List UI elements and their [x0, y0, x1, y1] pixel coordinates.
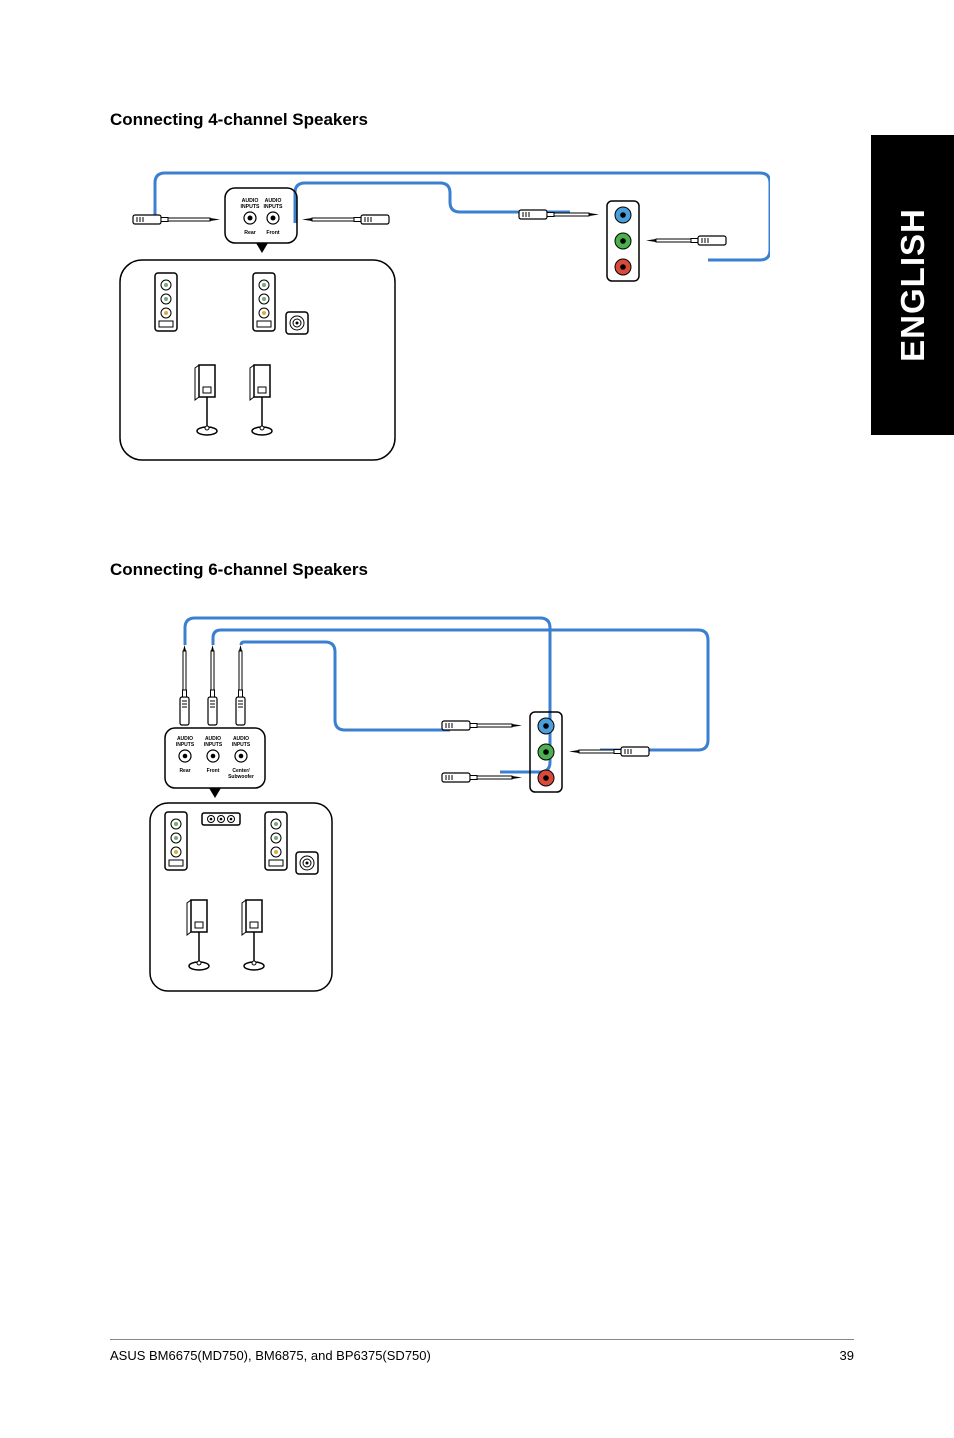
- heading-6channel: Connecting 6-channel Speakers: [110, 560, 854, 580]
- diagram-6channel: AUDIO INPUTS AUDIO INPUTS AUDIO INPUTS R…: [110, 610, 740, 1000]
- svg-text:INPUTS: INPUTS: [232, 742, 251, 748]
- svg-text:Rear: Rear: [244, 230, 256, 236]
- svg-text:INPUTS: INPUTS: [263, 204, 283, 210]
- svg-text:Front: Front: [266, 230, 280, 236]
- svg-text:INPUTS: INPUTS: [204, 742, 223, 748]
- page-content: Connecting 4-channel Speakers AUDIO INPU…: [0, 0, 954, 1000]
- svg-text:Front: Front: [207, 768, 220, 774]
- footer-page-number: 39: [840, 1348, 854, 1363]
- svg-text:Rear: Rear: [179, 768, 190, 774]
- diagram-4channel: AUDIO INPUTS AUDIO INPUTS Rear Front: [110, 160, 770, 470]
- section-6channel: Connecting 6-channel Speakers: [110, 560, 854, 1000]
- svg-text:INPUTS: INPUTS: [176, 742, 195, 748]
- language-tab-label: ENGLISH: [894, 208, 932, 362]
- language-tab: ENGLISH: [871, 135, 954, 435]
- section-4channel: Connecting 4-channel Speakers AUDIO INPU…: [110, 110, 854, 470]
- svg-text:Subwoofer: Subwoofer: [228, 774, 254, 780]
- page-footer: ASUS BM6675(MD750), BM6875, and BP6375(S…: [110, 1339, 854, 1363]
- heading-4channel: Connecting 4-channel Speakers: [110, 110, 854, 130]
- svg-text:INPUTS: INPUTS: [240, 204, 260, 210]
- footer-left: ASUS BM6675(MD750), BM6875, and BP6375(S…: [110, 1348, 431, 1363]
